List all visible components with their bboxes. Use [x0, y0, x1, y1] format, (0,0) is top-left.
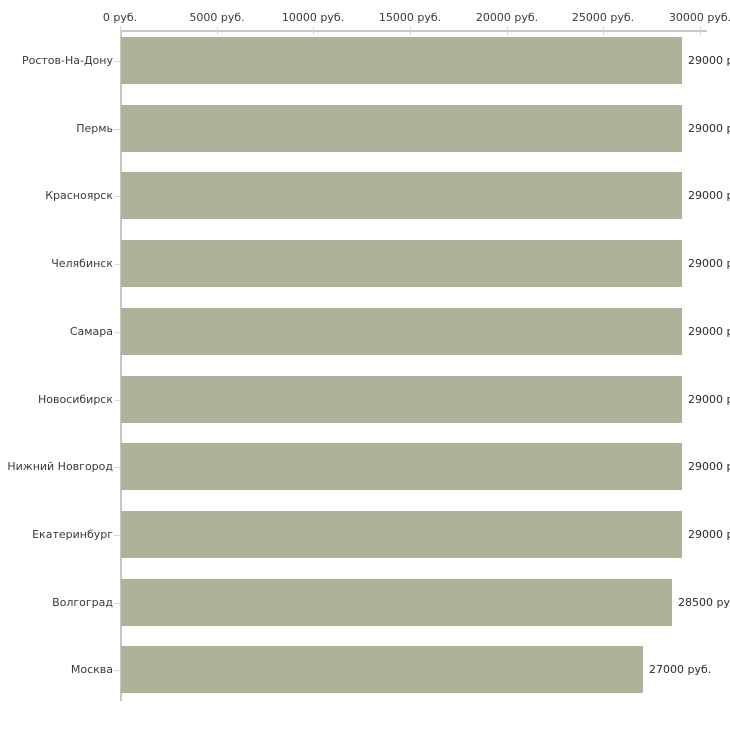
y-tick-mark — [114, 603, 120, 604]
value-label: 29000 руб. — [688, 54, 730, 67]
value-label: 29000 руб. — [688, 257, 730, 270]
category-label: Ростов-На-Дону — [21, 54, 113, 67]
value-label: 29000 руб. — [688, 122, 730, 135]
x-tick-label: 30000 руб. — [668, 11, 730, 24]
bar — [121, 308, 682, 355]
bar — [121, 37, 682, 84]
value-label: 29000 руб. — [688, 325, 730, 338]
x-tick-mark — [700, 26, 701, 35]
x-tick-label: 15000 руб. — [378, 11, 442, 24]
category-label: Москва — [70, 663, 113, 676]
x-tick-mark — [313, 26, 314, 35]
y-tick-mark — [114, 670, 120, 671]
bar — [121, 579, 672, 626]
y-axis-line — [120, 30, 122, 701]
bar — [121, 105, 682, 152]
x-axis-line — [120, 30, 707, 32]
y-tick-mark — [114, 264, 120, 265]
y-tick-mark — [114, 196, 120, 197]
value-label: 29000 руб. — [688, 528, 730, 541]
y-tick-mark — [114, 400, 120, 401]
bar — [121, 376, 682, 423]
x-tick-mark — [217, 26, 218, 35]
bar — [121, 172, 682, 219]
value-label: 29000 руб. — [688, 189, 730, 202]
bar — [121, 511, 682, 558]
y-tick-mark — [114, 332, 120, 333]
x-tick-mark — [410, 26, 411, 35]
category-label: Самара — [69, 325, 113, 338]
y-tick-mark — [114, 61, 120, 62]
bar — [121, 240, 682, 287]
y-tick-mark — [114, 535, 120, 536]
value-label: 29000 руб. — [688, 460, 730, 473]
category-label: Пермь — [76, 122, 113, 135]
category-label: Челябинск — [51, 257, 113, 270]
x-tick-mark — [120, 26, 121, 35]
category-label: Нижний Новгород — [7, 460, 113, 473]
x-tick-mark — [603, 26, 604, 35]
bar — [121, 443, 682, 490]
category-label: Новосибирск — [37, 393, 113, 406]
value-label: 27000 руб. — [649, 663, 712, 676]
x-tick-mark — [507, 26, 508, 35]
value-label: 28500 руб. — [678, 596, 730, 609]
category-label: Волгоград — [52, 596, 113, 609]
value-label: 29000 руб. — [688, 393, 730, 406]
category-label: Екатеринбург — [32, 528, 113, 541]
x-tick-label: 5000 руб. — [189, 11, 245, 24]
x-tick-label: 0 руб. — [102, 11, 138, 24]
bar — [121, 646, 643, 693]
y-tick-mark — [114, 129, 120, 130]
x-tick-label: 20000 руб. — [475, 11, 539, 24]
category-label: Красноярск — [45, 189, 113, 202]
y-tick-mark — [114, 467, 120, 468]
x-tick-label: 25000 руб. — [571, 11, 635, 24]
x-tick-label: 10000 руб. — [281, 11, 345, 24]
